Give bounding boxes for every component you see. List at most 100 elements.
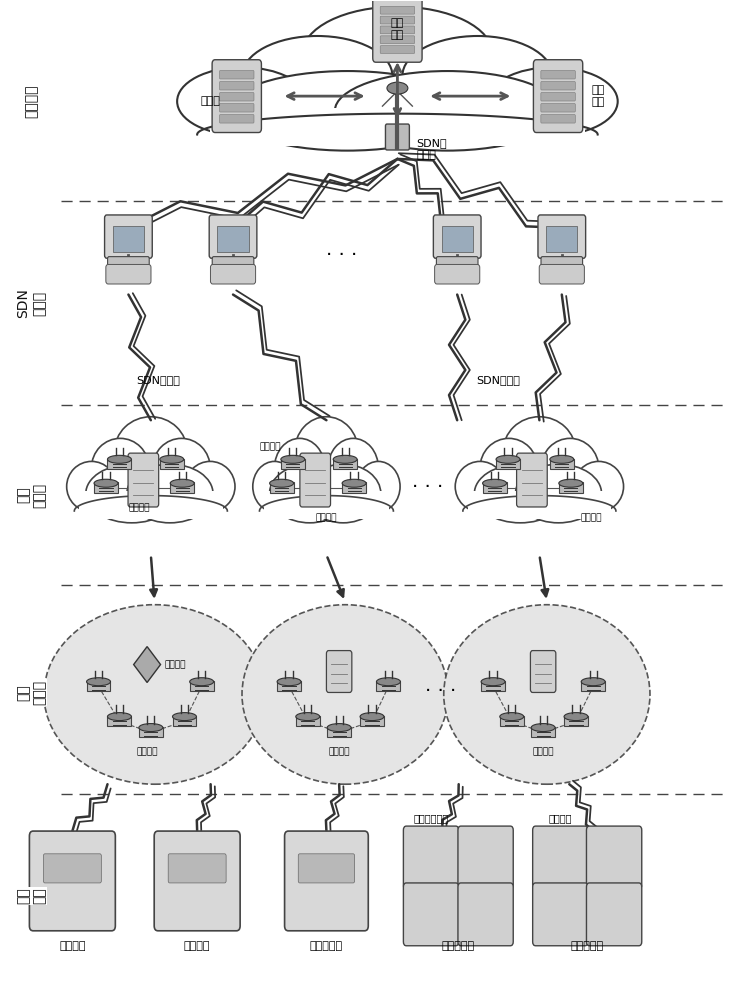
Text: 边缘网关: 边缘网关: [532, 747, 554, 756]
FancyBboxPatch shape: [220, 104, 254, 112]
FancyBboxPatch shape: [220, 115, 254, 123]
Ellipse shape: [455, 461, 505, 512]
Text: 域控制器: 域控制器: [164, 660, 186, 669]
FancyBboxPatch shape: [360, 716, 384, 726]
Text: 数据库: 数据库: [201, 96, 220, 106]
FancyBboxPatch shape: [220, 70, 254, 79]
Ellipse shape: [139, 724, 163, 732]
FancyBboxPatch shape: [380, 26, 415, 34]
Ellipse shape: [67, 461, 116, 512]
FancyBboxPatch shape: [586, 883, 642, 946]
FancyBboxPatch shape: [44, 854, 101, 883]
FancyBboxPatch shape: [538, 215, 586, 258]
Ellipse shape: [107, 713, 131, 721]
FancyBboxPatch shape: [280, 459, 304, 469]
Ellipse shape: [387, 82, 408, 94]
Ellipse shape: [242, 36, 392, 116]
Text: 铣削机器人: 铣削机器人: [310, 941, 343, 951]
Text: SDN控制器: SDN控制器: [136, 375, 180, 385]
FancyBboxPatch shape: [139, 727, 163, 737]
Text: 数据
传输层: 数据 传输层: [16, 680, 46, 705]
Ellipse shape: [482, 479, 506, 487]
Ellipse shape: [127, 464, 213, 523]
Ellipse shape: [515, 464, 602, 523]
FancyBboxPatch shape: [112, 226, 144, 252]
FancyBboxPatch shape: [496, 459, 520, 469]
Ellipse shape: [403, 36, 553, 116]
FancyBboxPatch shape: [160, 459, 184, 469]
FancyBboxPatch shape: [482, 482, 506, 493]
Ellipse shape: [328, 438, 378, 497]
FancyBboxPatch shape: [541, 115, 575, 123]
Ellipse shape: [242, 605, 448, 784]
FancyBboxPatch shape: [86, 681, 110, 691]
FancyBboxPatch shape: [284, 831, 368, 931]
Text: 边缘节点: 边缘节点: [260, 442, 281, 451]
Ellipse shape: [500, 713, 523, 721]
FancyBboxPatch shape: [107, 716, 131, 726]
Ellipse shape: [44, 605, 266, 784]
FancyBboxPatch shape: [581, 681, 605, 691]
Text: 边缘
计算层: 边缘 计算层: [16, 482, 46, 508]
Ellipse shape: [86, 464, 178, 523]
Ellipse shape: [474, 464, 566, 523]
FancyBboxPatch shape: [264, 491, 389, 519]
Ellipse shape: [269, 464, 350, 523]
FancyBboxPatch shape: [517, 453, 548, 507]
Text: 噪声传感器: 噪声传感器: [571, 941, 604, 951]
Ellipse shape: [185, 461, 235, 512]
Ellipse shape: [160, 455, 184, 463]
Text: · · ·: · · ·: [425, 682, 457, 701]
Ellipse shape: [327, 724, 351, 732]
FancyBboxPatch shape: [533, 60, 583, 133]
FancyBboxPatch shape: [541, 70, 575, 79]
Text: 边缘网关: 边缘网关: [136, 747, 158, 756]
Ellipse shape: [227, 71, 467, 151]
FancyBboxPatch shape: [342, 482, 366, 493]
Text: 振动传感器: 振动传感器: [442, 941, 475, 951]
FancyBboxPatch shape: [433, 215, 481, 258]
Text: 网络
服务: 网络 服务: [391, 19, 404, 40]
FancyBboxPatch shape: [296, 716, 320, 726]
Ellipse shape: [559, 479, 583, 487]
Ellipse shape: [253, 461, 296, 512]
FancyBboxPatch shape: [212, 60, 262, 133]
Text: 边缘节点: 边缘节点: [316, 513, 338, 522]
Ellipse shape: [480, 438, 538, 497]
FancyBboxPatch shape: [170, 482, 194, 493]
Ellipse shape: [296, 713, 320, 721]
Text: · · ·: · · ·: [326, 246, 357, 265]
FancyBboxPatch shape: [210, 108, 585, 146]
Text: SDN
技术层: SDN 技术层: [16, 289, 46, 318]
Ellipse shape: [170, 479, 194, 487]
FancyBboxPatch shape: [380, 36, 415, 44]
Text: SDN主
控制器: SDN主 控制器: [416, 138, 447, 160]
Ellipse shape: [550, 455, 574, 463]
Ellipse shape: [172, 713, 196, 721]
Ellipse shape: [153, 438, 210, 497]
Ellipse shape: [376, 678, 400, 686]
FancyBboxPatch shape: [380, 46, 415, 53]
FancyBboxPatch shape: [404, 883, 459, 946]
FancyBboxPatch shape: [550, 459, 574, 469]
Text: 数控车床: 数控车床: [59, 941, 86, 951]
Ellipse shape: [542, 438, 598, 497]
Ellipse shape: [270, 479, 293, 487]
Ellipse shape: [503, 417, 576, 487]
FancyBboxPatch shape: [500, 716, 523, 726]
Ellipse shape: [295, 417, 358, 487]
FancyBboxPatch shape: [277, 681, 301, 691]
FancyBboxPatch shape: [29, 831, 116, 931]
Ellipse shape: [531, 724, 555, 732]
Ellipse shape: [92, 438, 149, 497]
FancyBboxPatch shape: [326, 651, 352, 692]
FancyBboxPatch shape: [458, 826, 513, 889]
FancyBboxPatch shape: [532, 826, 588, 889]
FancyBboxPatch shape: [217, 226, 248, 252]
Text: 力传感器: 力传感器: [548, 813, 572, 823]
Text: 边缘服务: 边缘服务: [129, 503, 150, 512]
FancyBboxPatch shape: [564, 716, 588, 726]
FancyBboxPatch shape: [154, 831, 240, 931]
Ellipse shape: [277, 678, 301, 686]
Text: 边缘节点: 边缘节点: [581, 513, 602, 522]
